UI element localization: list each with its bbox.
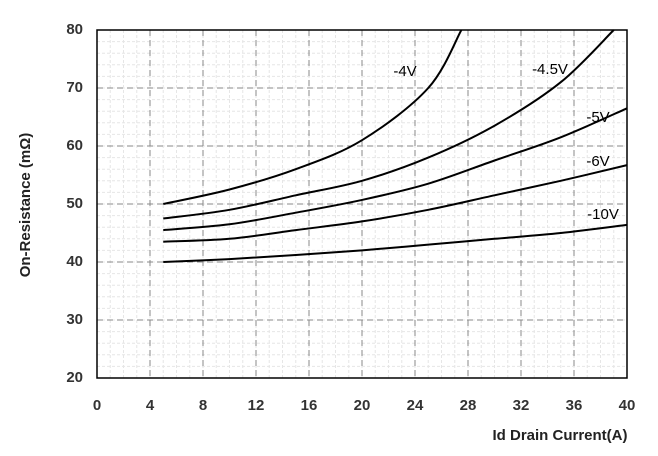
plot-frame: [96, 29, 628, 379]
x-tick-label: 0: [93, 397, 101, 414]
x-tick-label: 20: [354, 397, 371, 414]
curve-label: -10V: [587, 206, 619, 223]
curve-label: -4V: [393, 63, 416, 80]
y-tick-label: 20: [66, 369, 83, 386]
x-tick-label: 28: [460, 397, 477, 414]
curve-label: -6V: [586, 153, 609, 170]
x-tick-label: 8: [199, 397, 207, 414]
y-tick-label: 80: [66, 21, 83, 38]
y-tick-label: 30: [66, 311, 83, 328]
x-tick-label: 4: [146, 397, 155, 414]
x-tick-label: 16: [301, 397, 318, 414]
x-tick-label: 12: [248, 397, 265, 414]
y-tick-label: 70: [66, 79, 83, 96]
x-axis-label: Id Drain Current(A): [493, 427, 628, 444]
curve: [163, 223, 628, 263]
y-tick-label: 40: [66, 253, 83, 270]
y-axis-label: On-Resistance (mΩ): [17, 133, 34, 278]
curve: [163, 164, 628, 243]
curve: [163, 29, 615, 220]
curve: [163, 29, 463, 205]
curve: [163, 107, 628, 232]
y-tick-label: 50: [66, 195, 83, 212]
x-tick-label: 36: [566, 397, 583, 414]
x-tick-label: 32: [513, 397, 530, 414]
curve-label: -4.5V: [532, 61, 568, 78]
y-tick-label: 60: [66, 137, 83, 154]
curve-label: -5V: [586, 109, 609, 126]
x-tick-label: 24: [407, 397, 424, 414]
x-tick-label: 40: [619, 397, 636, 414]
